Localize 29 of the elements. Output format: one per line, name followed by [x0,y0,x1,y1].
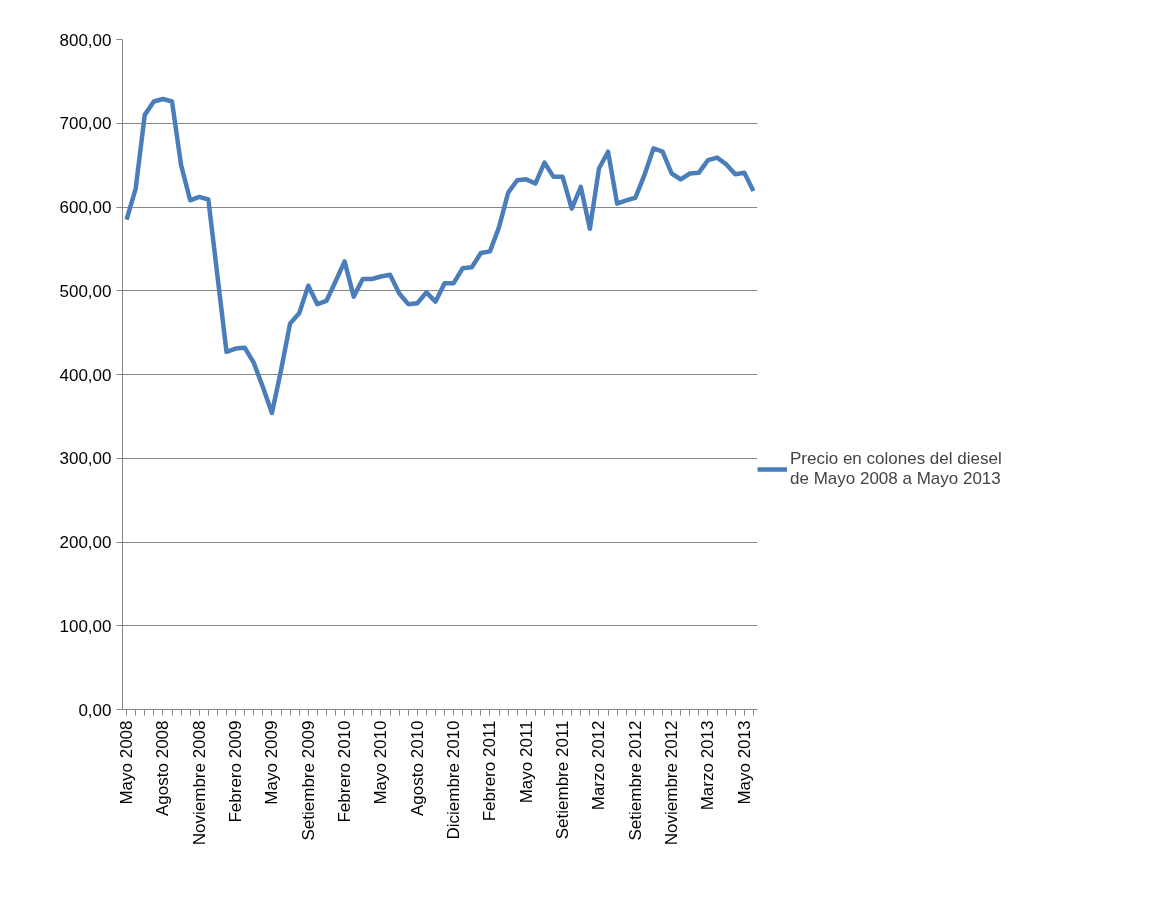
y-tick-label: 100,00 [59,616,112,636]
legend-label: Precio en colones del diesel de Mayo 2008 a Mayo 2013 [790,449,1002,489]
x-tick-label: Marzo 2012 [589,720,609,811]
x-tick-label: Febrero 2010 [335,720,355,823]
x-tick-label: Mayo 2013 [734,720,754,805]
x-tick-label: Diciembre 2010 [444,720,464,840]
x-tick-label: Febrero 2011 [480,720,500,822]
y-tick-label: 500,00 [59,281,112,301]
x-tick-label: Mayo 2008 [117,720,137,805]
x-tick-label: Setiembre 2012 [625,720,645,841]
y-tick-label: 800,00 [59,30,112,50]
line-series [124,96,756,416]
x-tick-label: Agosto 2010 [407,720,427,816]
y-tick-label: 200,00 [59,533,112,552]
x-tick-label: Mayo 2011 [516,720,536,804]
x-tick-label: Noviembre 2008 [189,720,209,846]
x-tick-label: Mayo 2009 [262,720,282,805]
y-tick-label: 600,00 [59,198,112,217]
x-tick-label: Setiembre 2009 [298,720,318,841]
y-tick-label: 700,00 [59,114,112,134]
y-tick-label: 300,00 [59,449,112,469]
y-tick-label: 0,00 [78,700,112,720]
y-tick-label: 400,00 [59,365,112,385]
x-tick-label: Noviembre 2012 [662,720,682,846]
x-tick-label: Febrero 2009 [226,720,246,823]
x-tick-label: Setiembre 2011 [553,720,573,840]
x-tick-label: Agosto 2008 [153,720,173,816]
x-tick-label: Mayo 2010 [371,720,391,805]
x-tick-label: Marzo 2013 [698,720,718,811]
